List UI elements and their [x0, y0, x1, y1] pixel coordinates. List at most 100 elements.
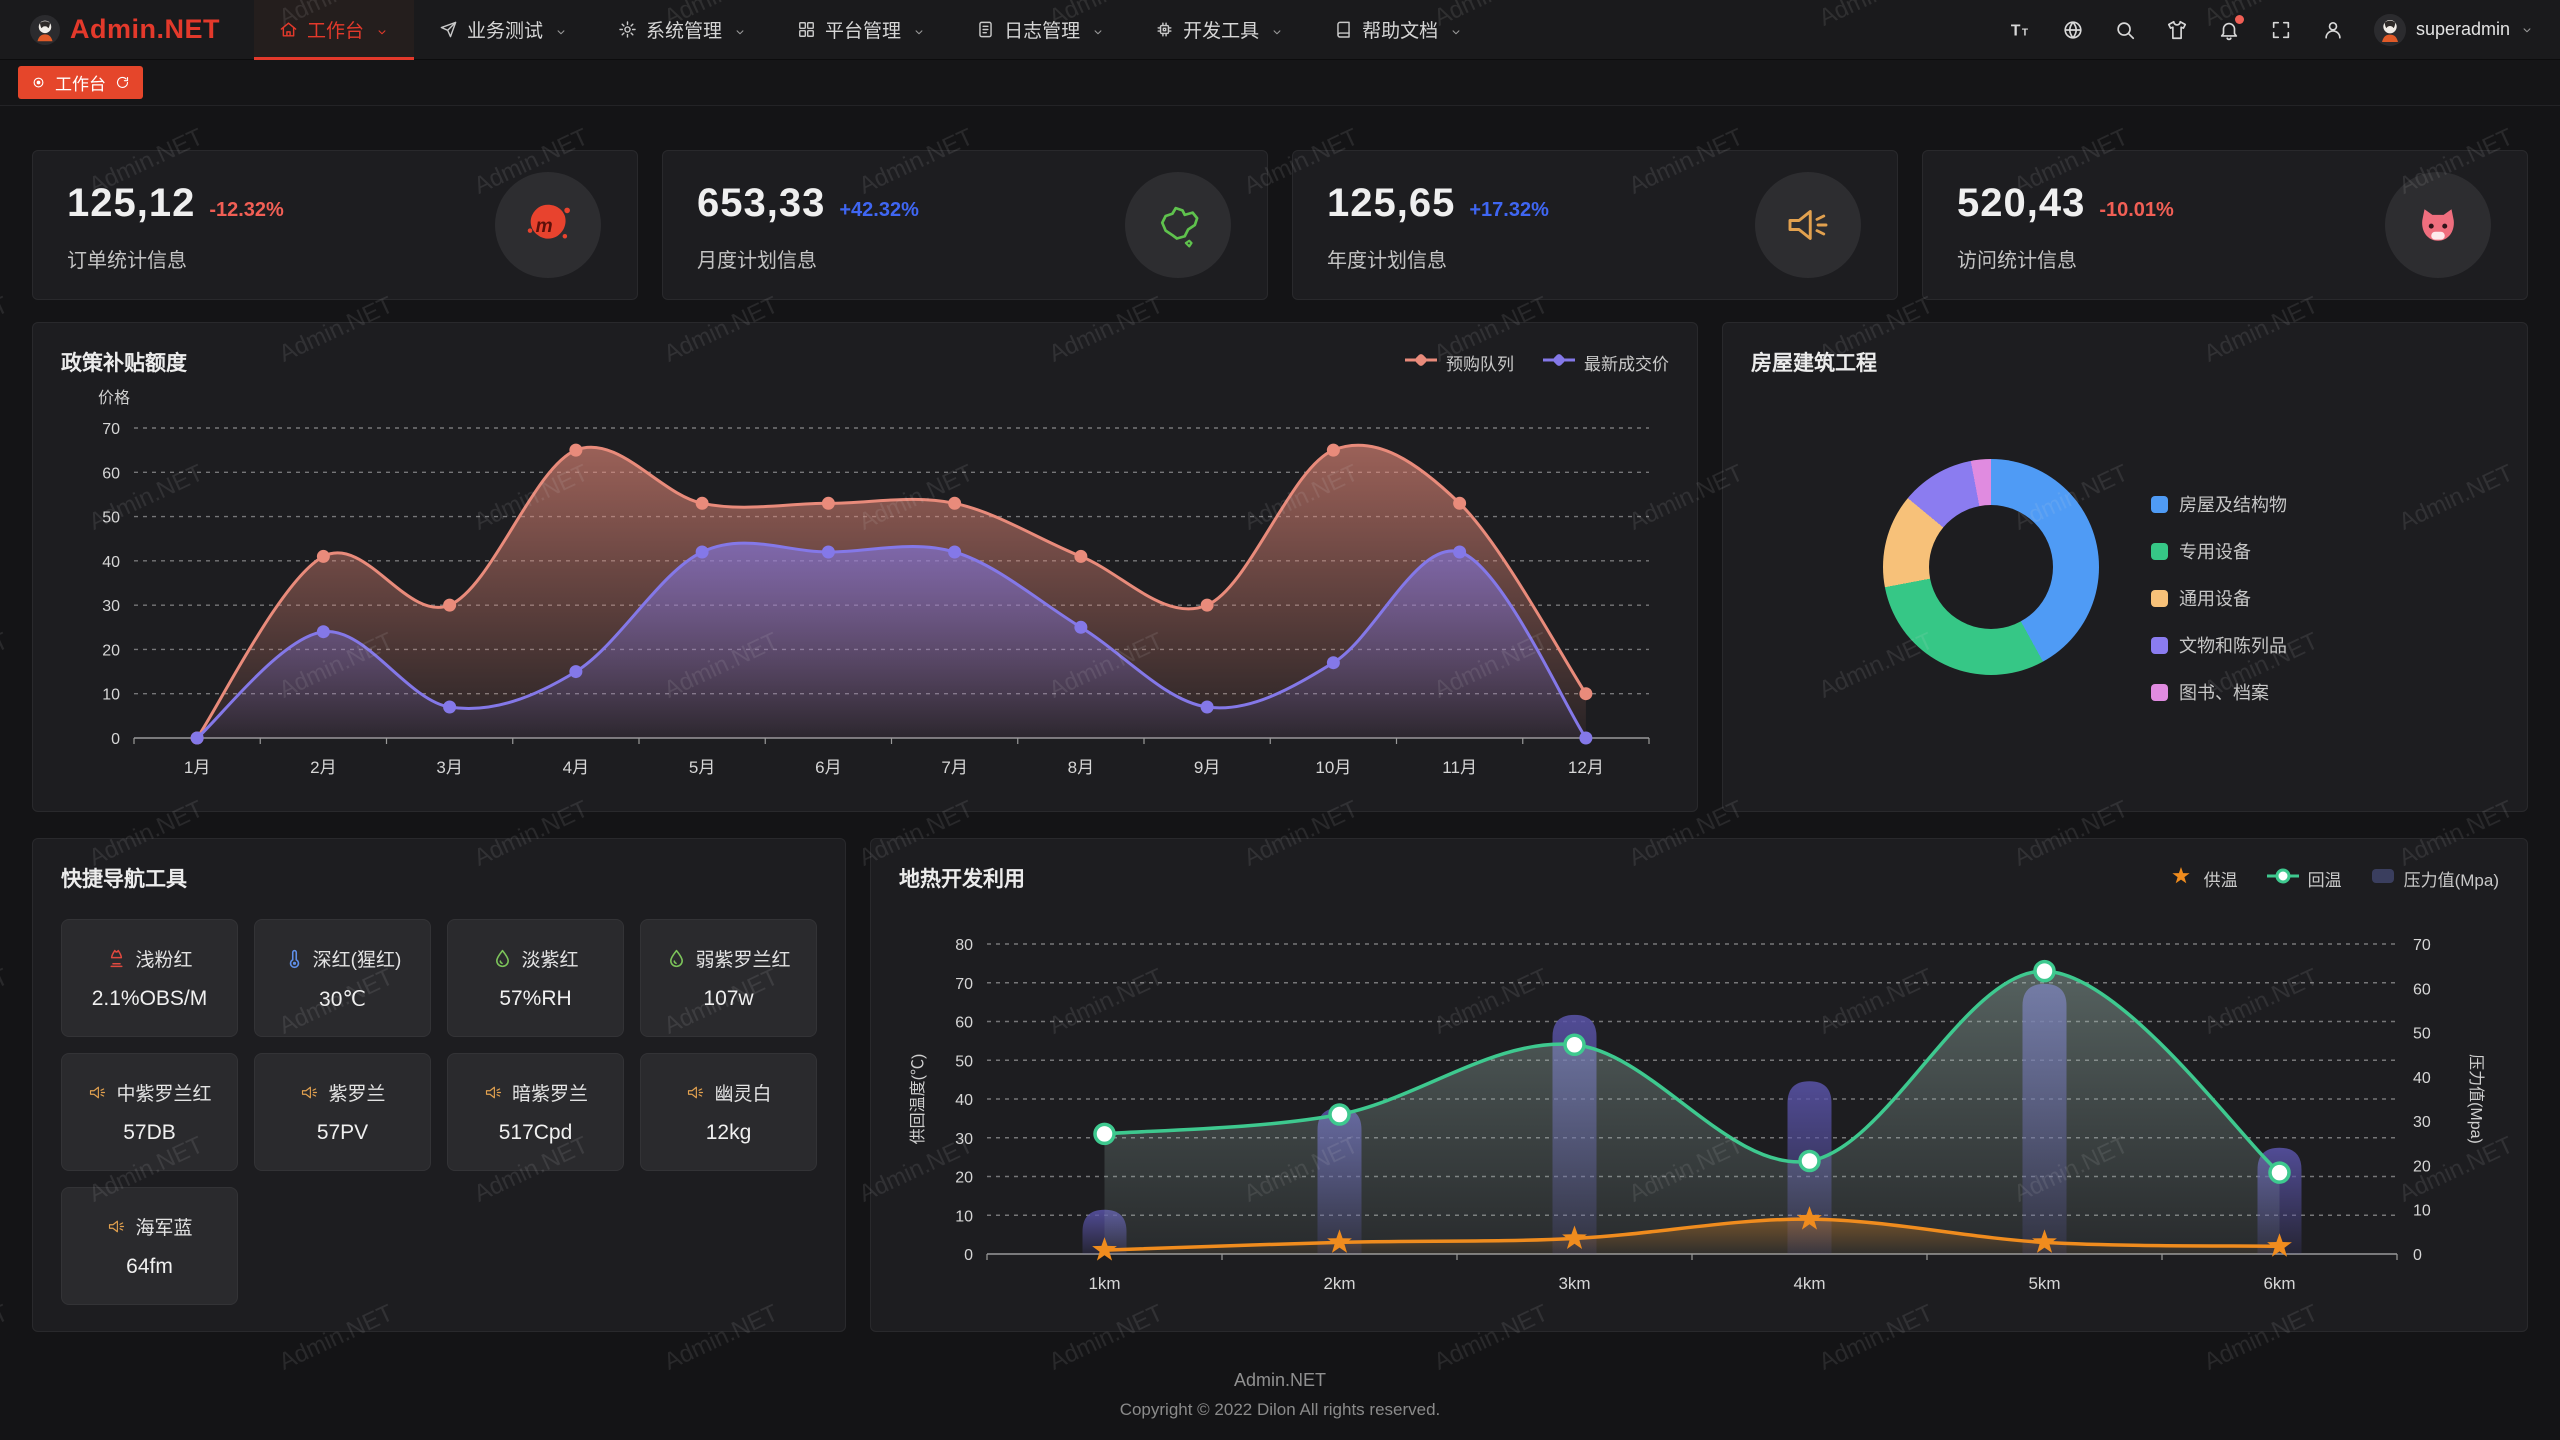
policy-area-chart[interactable]: 0 10 20 30 40 50 60 70 价格 1月 2月 3月 4月 5月 6月 7月 8月 9月 10月 11…	[61, 383, 1667, 803]
svg-text:60: 60	[955, 1015, 973, 1032]
svg-text:4km: 4km	[1793, 1274, 1825, 1293]
file-icon	[976, 20, 995, 39]
fullscreen-icon	[2270, 21, 2292, 45]
donut-legend-item[interactable]: 文物和陈列品	[2151, 632, 2287, 658]
stat-number-row: 125,65 +17.32%	[1327, 181, 1863, 226]
quick-nav-value: 57%RH	[499, 987, 572, 1010]
quick-nav-card-5[interactable]: 中紫罗兰红 57DB	[61, 1053, 238, 1171]
book-icon	[1334, 20, 1353, 39]
stat-label: 订单统计信息	[67, 250, 187, 272]
panel-title: 政策补贴额度	[61, 352, 187, 375]
quick-nav-card-4[interactable]: 弱紫罗兰红 107w	[640, 919, 817, 1037]
geo-combo-chart[interactable]: 0 10 20 30 40 50 60 70 80 0 10 20 30 40 50 60 70 供回温度(℃) 压…	[899, 899, 2499, 1319]
legend-item-预购队列[interactable]: 预购队列	[1404, 350, 1514, 375]
donut-legend-item[interactable]: 专用设备	[2151, 538, 2287, 564]
nav-item-7[interactable]: 帮助文档	[1309, 0, 1488, 60]
language-icon	[2062, 20, 2084, 45]
nav-item-6[interactable]: 开发工具	[1130, 0, 1309, 60]
donut-legend-item[interactable]: 房屋及结构物	[2151, 491, 2287, 517]
legend-label: 房屋及结构物	[2179, 495, 2287, 515]
quick-nav-head: 弱紫罗兰红	[666, 945, 791, 972]
legend-marker-icon	[1542, 352, 1576, 372]
legend-label: 文物和陈列品	[2179, 636, 2287, 656]
stat-cards-row: 125,12 -12.32% 订单统计信息 m 653,33 +42.32% 月度计划信息 1…	[32, 150, 2528, 300]
building-panel-header: 房屋建筑工程	[1751, 347, 2499, 377]
panel-title: 快捷导航工具	[61, 868, 187, 891]
factory-icon	[106, 948, 127, 969]
svg-text:0: 0	[2413, 1247, 2422, 1264]
quick-nav-name: 中紫罗兰红	[116, 1084, 212, 1105]
quick-nav-value: 2.1%OBS/M	[91, 987, 208, 1010]
fullscreen-icon[interactable]	[2270, 19, 2292, 41]
legend-item-供温[interactable]: 供温	[2166, 866, 2238, 891]
svg-text:m: m	[536, 216, 553, 237]
quick-nav-card-8[interactable]: 幽灵白 12kg	[640, 1053, 817, 1171]
donut-legend-item[interactable]: 通用设备	[2151, 585, 2287, 611]
nav-item-4[interactable]: 平台管理	[772, 0, 951, 60]
footer-copyright: Copyright © 2022 Dilon All rights reserv…	[1119, 1400, 1441, 1419]
user-menu[interactable]: superadmin	[2373, 13, 2534, 46]
stat-card-3: 125,65 +17.32% 年度计划信息	[1292, 150, 1898, 300]
bell-icon[interactable]	[2218, 14, 2244, 41]
quick-nav-card-2[interactable]: 深红(猩红) 30℃	[254, 919, 431, 1037]
quick-nav-head: 中紫罗兰红	[87, 1079, 212, 1106]
quick-nav-card-7[interactable]: 暗紫罗兰 517Cpd	[447, 1053, 624, 1171]
search-icon[interactable]	[2114, 19, 2136, 41]
svg-text:50: 50	[955, 1053, 973, 1070]
nav-item-2[interactable]: 业务测试	[414, 0, 593, 60]
geo-panel-header: 地热开发利用 供温 回温 压力值(Mpa)	[899, 863, 2499, 893]
quick-nav-value: 57PV	[316, 1121, 369, 1144]
home-icon	[279, 20, 298, 39]
svg-text:70: 70	[102, 421, 120, 438]
donut-legend-item[interactable]: 图书、档案	[2151, 679, 2287, 705]
svg-text:40: 40	[102, 554, 120, 571]
user-icon[interactable]	[2322, 19, 2344, 41]
quick-nav-card-3[interactable]: 淡紫红 57%RH	[447, 919, 624, 1037]
quick-nav-name: 紫罗兰	[328, 1084, 386, 1105]
bottom-row: 快捷导航工具 浅粉红 2.1%OBS/M 深红(猩红) 30℃ 淡紫红 57%RH 弱紫罗兰…	[32, 838, 2528, 1332]
legend-item-回温[interactable]: 回温	[2266, 866, 2342, 891]
legend-item-压力值(Mpa)[interactable]: 压力值(Mpa)	[2370, 866, 2499, 891]
nav-item-5[interactable]: 日志管理	[951, 0, 1130, 60]
speaker-icon	[87, 1082, 108, 1103]
svg-text:1km: 1km	[1088, 1274, 1120, 1293]
stat-value: 125,65	[1327, 181, 1456, 225]
refresh-icon[interactable]	[115, 75, 130, 90]
quick-nav-card-6[interactable]: 紫罗兰 57PV	[254, 1053, 431, 1171]
search-icon	[2114, 21, 2136, 45]
legend-item-最新成交价[interactable]: 最新成交价	[1542, 350, 1669, 375]
quick-nav-card-9[interactable]: 海军蓝 64fm	[61, 1187, 238, 1305]
svg-text:0: 0	[964, 1247, 973, 1264]
quick-nav-card-1[interactable]: 浅粉红 2.1%OBS/M	[61, 919, 238, 1037]
svg-text:20: 20	[955, 1170, 973, 1187]
svg-text:6km: 6km	[2263, 1274, 2295, 1293]
svg-text:30: 30	[955, 1131, 973, 1148]
svg-text:80: 80	[955, 937, 973, 954]
building-chart-panel: 房屋建筑工程 房屋及结构物 专用设备通用设备文物和陈列品图书、档案	[1722, 322, 2528, 812]
speaker-icon	[106, 1216, 127, 1237]
nav-item-1[interactable]: 工作台	[254, 0, 415, 60]
svg-text:压力值(Mpa): 压力值(Mpa)	[2467, 1054, 2485, 1144]
footer: Admin.NET Copyright © 2022 Dilon All rig…	[32, 1370, 2528, 1420]
svg-text:20: 20	[102, 642, 120, 659]
svg-text:60: 60	[2413, 981, 2431, 998]
building-donut-chart[interactable]	[1883, 459, 2099, 675]
gear-icon	[618, 20, 637, 39]
quick-nav-name: 暗紫罗兰	[511, 1084, 588, 1105]
speaker-icon	[1781, 198, 1835, 252]
bell-icon	[2218, 22, 2240, 45]
svg-text:9月: 9月	[1194, 758, 1220, 777]
app-logo[interactable]: Admin.NET	[30, 14, 220, 45]
legend-label: 专用设备	[2179, 542, 2251, 562]
tab-workbench[interactable]: 工作台	[18, 66, 143, 99]
quick-nav-value: 64fm	[126, 1255, 173, 1278]
nav-item-3[interactable]: 系统管理	[593, 0, 772, 60]
svg-text:50: 50	[2413, 1026, 2431, 1043]
legend-swatch	[2151, 542, 2168, 560]
language-icon[interactable]	[2062, 19, 2084, 41]
theme-icon[interactable]	[2166, 19, 2188, 41]
quick-nav-head: 海军蓝	[106, 1213, 193, 1240]
